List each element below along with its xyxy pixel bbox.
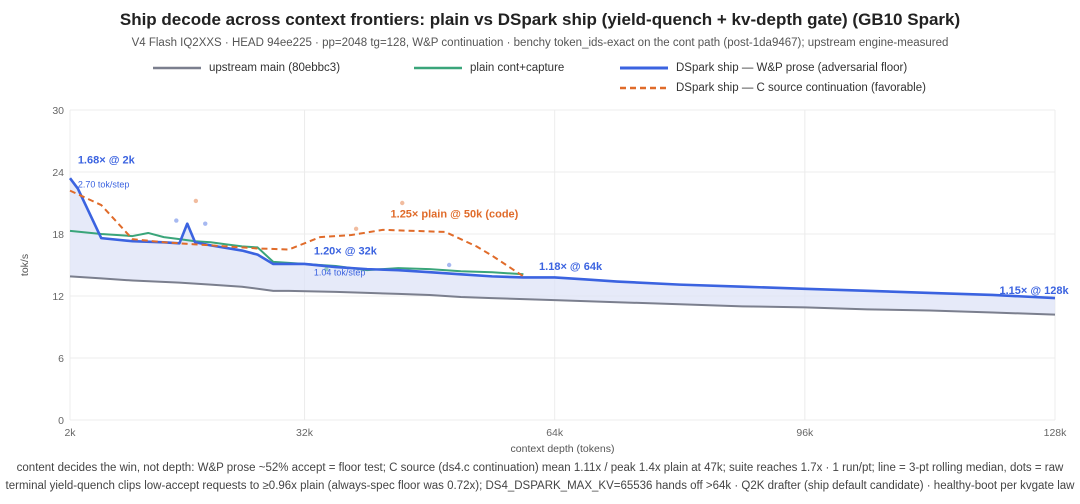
- legend-label-plain: plain cont+capture: [470, 62, 565, 74]
- x-tick-label: 128k: [1044, 427, 1068, 439]
- legend-swatch-dspark-prose: [620, 63, 668, 73]
- x-tick-label: 2k: [64, 427, 76, 439]
- raw-data-dot: [174, 218, 179, 223]
- series-line-3: [69, 189, 524, 278]
- legend-item-upstream: upstream main (80ebbc3): [153, 62, 340, 74]
- legend-item-plain: plain cont+capture: [414, 62, 564, 74]
- raw-data-dot: [400, 200, 405, 206]
- y-tick-label: 0: [58, 415, 64, 427]
- chart-subtitle: V4 Flash IQ2XXS · HEAD 94ee225 · pp=2048…: [131, 37, 949, 49]
- series-line-1: [69, 229, 524, 276]
- raw-data-dot: [446, 262, 452, 268]
- shaded-gain-area: [70, 178, 1055, 315]
- raw-data-dot: [353, 226, 359, 232]
- chart-title: Ship decode across context frontiers: pl…: [119, 10, 961, 29]
- x-tick-label: 96k: [796, 427, 814, 439]
- footer-note-2: terminal yield-quench clips low-accept r…: [5, 480, 1075, 492]
- y-axis-label: tok/s: [19, 254, 31, 276]
- x-tick-label: 32k: [296, 427, 314, 439]
- annotation-label: 1.25× plain @ 50k (code): [391, 208, 519, 220]
- x-axis-label: context depth (tokens): [511, 443, 615, 455]
- y-tick-label: 18: [52, 229, 64, 241]
- annotation-label: 2.70 tok/step: [78, 180, 130, 190]
- footer-note-1: content decides the win, not depth: W&P …: [16, 462, 1064, 474]
- y-tick-label: 24: [52, 167, 64, 179]
- legend-label-dspark-c: DSpark ship — C source continuation (fav…: [676, 82, 926, 94]
- series-line-0: [69, 275, 1056, 316]
- y-tick-label: 6: [58, 353, 64, 365]
- legend-swatch-upstream: [153, 63, 201, 73]
- raw-data-dot: [324, 266, 329, 272]
- legend-label-upstream: upstream main (80ebbc3): [209, 62, 341, 74]
- legend-swatch-plain: [414, 63, 462, 73]
- legend-item-dspark-c: DSpark ship — C source continuation (fav…: [620, 82, 926, 94]
- legend-label-dspark-prose: DSpark ship — W&P prose (adversarial flo…: [676, 62, 908, 74]
- annotation-label: 1.04 tok/step: [314, 267, 366, 277]
- annotation-label: 1.68× @ 2k: [78, 155, 136, 167]
- raw-data-dot: [203, 221, 208, 226]
- raw-data-dot: [193, 198, 199, 204]
- legend-swatch-dspark-c: [620, 83, 668, 93]
- annotation-label: 1.20× @ 32k: [314, 246, 378, 258]
- annotation-label: 1.18× @ 64k: [539, 261, 603, 273]
- x-tick-label: 64k: [546, 427, 564, 439]
- y-tick-label: 30: [52, 105, 64, 117]
- y-tick-label: 12: [52, 291, 64, 303]
- annotation-label: 1.15× @ 128k: [999, 285, 1069, 297]
- legend-item-dspark-prose: DSpark ship — W&P prose (adversarial flo…: [620, 62, 907, 74]
